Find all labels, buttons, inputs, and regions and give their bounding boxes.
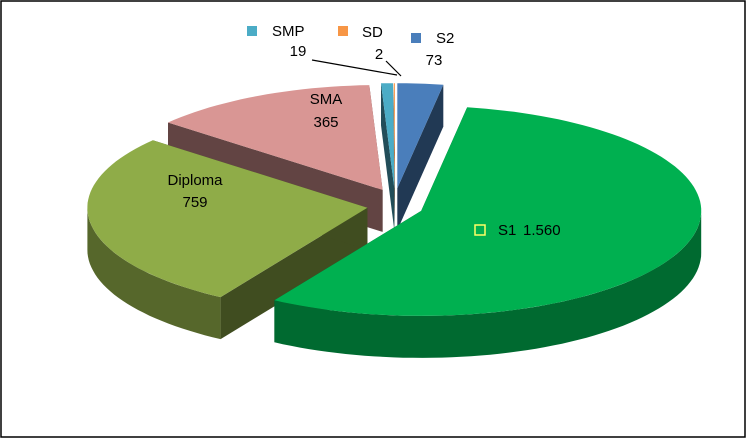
leader-line bbox=[385, 60, 402, 77]
slice-side bbox=[274, 210, 702, 358]
slice-cut-face bbox=[220, 207, 368, 340]
value-label: 365 bbox=[313, 114, 338, 131]
slice bbox=[168, 85, 383, 190]
slice-cut-face bbox=[381, 83, 395, 231]
legend-key bbox=[411, 33, 421, 43]
value-label: 1.560 bbox=[523, 222, 561, 239]
value-label: 759 bbox=[182, 194, 207, 211]
category-label: S2 bbox=[436, 30, 454, 47]
category-label: SMA bbox=[310, 91, 343, 108]
category-label: Diploma bbox=[167, 172, 223, 189]
legend-key bbox=[338, 26, 348, 36]
slice bbox=[87, 140, 368, 298]
slice bbox=[393, 83, 395, 189]
leader-line bbox=[311, 59, 398, 76]
slice-cut-face bbox=[393, 83, 395, 231]
slice bbox=[381, 83, 395, 189]
category-label: SD bbox=[362, 24, 383, 41]
pie bbox=[87, 83, 702, 358]
value-label: 2 bbox=[375, 46, 383, 63]
slice-cut-face bbox=[397, 84, 444, 231]
legend-key bbox=[247, 26, 257, 36]
slice bbox=[274, 107, 702, 316]
category-label: SMP bbox=[272, 23, 305, 40]
category-label: S1 bbox=[498, 222, 516, 239]
slice bbox=[397, 83, 444, 189]
value-label: 73 bbox=[426, 52, 443, 69]
slice-side bbox=[87, 207, 221, 340]
labels: S2 73 S1 1.560 Diploma 759 SMA 365 SMP 19 SD 2 bbox=[167, 23, 560, 239]
value-label: 19 bbox=[290, 43, 307, 60]
legend-key bbox=[474, 224, 486, 236]
